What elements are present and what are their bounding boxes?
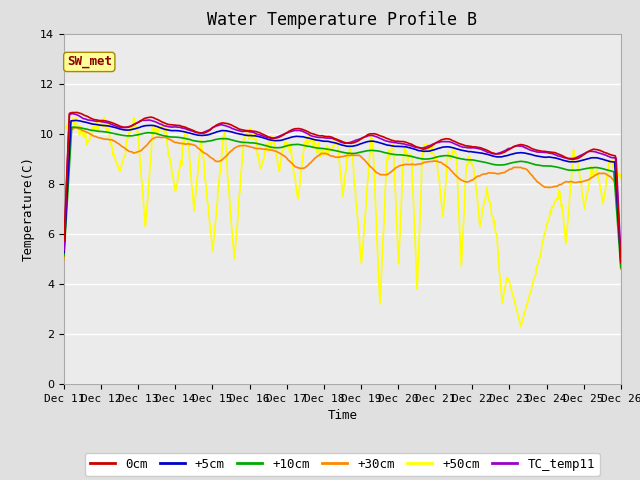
+5cm: [128, 127, 136, 132]
+10cm: [128, 133, 136, 139]
0cm: [60, 238, 68, 243]
0cm: [411, 143, 419, 149]
+10cm: [428, 156, 435, 161]
0cm: [128, 123, 136, 129]
0cm: [72, 109, 79, 115]
0cm: [428, 144, 435, 149]
Line: TC_temp11: TC_temp11: [64, 114, 621, 255]
+50cm: [428, 151, 435, 156]
+5cm: [70, 118, 78, 123]
Y-axis label: Temperature(C): Temperature(C): [22, 156, 35, 261]
+5cm: [214, 129, 222, 134]
+50cm: [214, 187, 222, 192]
+30cm: [214, 159, 222, 165]
+30cm: [70, 125, 78, 131]
TC_temp11: [185, 127, 193, 132]
+30cm: [185, 141, 193, 146]
TC_temp11: [68, 111, 76, 117]
+10cm: [60, 253, 68, 259]
+5cm: [72, 118, 79, 123]
+5cm: [428, 148, 435, 154]
Line: +5cm: +5cm: [64, 120, 621, 261]
+50cm: [185, 140, 193, 145]
+5cm: [60, 250, 68, 256]
+5cm: [185, 130, 193, 136]
0cm: [70, 110, 78, 116]
+30cm: [428, 159, 435, 165]
+50cm: [65, 114, 72, 120]
+10cm: [185, 136, 193, 142]
+5cm: [617, 258, 625, 264]
0cm: [185, 126, 193, 132]
Line: +50cm: +50cm: [64, 117, 621, 326]
Line: +10cm: +10cm: [64, 127, 621, 268]
X-axis label: Time: Time: [328, 409, 357, 422]
TC_temp11: [214, 123, 222, 129]
Legend: 0cm, +5cm, +10cm, +30cm, +50cm, TC_temp11: 0cm, +5cm, +10cm, +30cm, +50cm, TC_temp1…: [85, 453, 600, 476]
Text: SW_met: SW_met: [67, 56, 112, 69]
TC_temp11: [60, 247, 68, 253]
+50cm: [517, 324, 525, 329]
+5cm: [411, 146, 419, 152]
+50cm: [128, 126, 136, 132]
0cm: [617, 260, 625, 266]
TC_temp11: [71, 111, 79, 117]
Line: 0cm: 0cm: [64, 112, 621, 263]
+50cm: [617, 171, 625, 177]
+50cm: [60, 124, 68, 130]
0cm: [214, 121, 222, 127]
+10cm: [70, 124, 77, 130]
+30cm: [71, 125, 79, 131]
TC_temp11: [128, 122, 136, 128]
+30cm: [60, 257, 68, 263]
Title: Water Temperature Profile B: Water Temperature Profile B: [207, 11, 477, 29]
+10cm: [214, 136, 222, 142]
+50cm: [411, 231, 419, 237]
+10cm: [71, 124, 79, 130]
+10cm: [617, 265, 625, 271]
+30cm: [411, 162, 419, 168]
TC_temp11: [428, 142, 435, 148]
+30cm: [617, 266, 625, 272]
+50cm: [71, 125, 79, 131]
+30cm: [128, 149, 136, 155]
+10cm: [411, 155, 419, 160]
TC_temp11: [617, 252, 625, 258]
Line: +30cm: +30cm: [64, 128, 621, 269]
TC_temp11: [411, 144, 419, 150]
